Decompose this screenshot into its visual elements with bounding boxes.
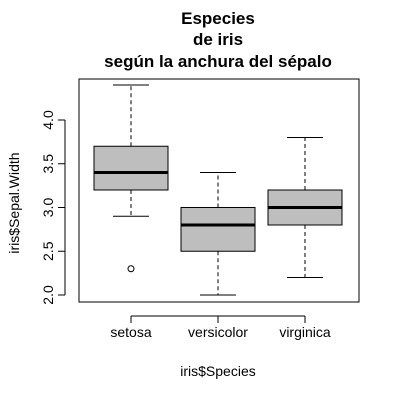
y-tick-label: 3.5 xyxy=(40,154,56,174)
plot-frame xyxy=(78,78,360,303)
box-versicolor xyxy=(180,172,256,296)
box-virginica xyxy=(267,137,343,278)
y-axis-title: iris$Sepal.Width xyxy=(6,152,22,253)
y-axis: 2.0 2.5 3.0 3.5 4.0 xyxy=(40,110,66,305)
y-tick-label: 4.0 xyxy=(40,110,56,130)
y-tick-label: 2.0 xyxy=(40,285,56,305)
chart-title-line-2: de iris xyxy=(193,30,243,49)
outlier-point xyxy=(127,265,135,273)
x-tick-label: virginica xyxy=(279,324,331,340)
box-setosa xyxy=(93,84,169,273)
x-axis-title: iris$Species xyxy=(180,363,255,379)
y-tick-label: 2.5 xyxy=(40,241,56,261)
y-tick-label: 3.0 xyxy=(40,198,56,218)
chart-title-line-3: según la anchura del sépalo xyxy=(104,52,332,71)
chart-title-line-1: Especies xyxy=(181,9,255,28)
x-axis: setosa versicolor virginica xyxy=(110,315,331,340)
x-tick-label: setosa xyxy=(110,324,151,340)
boxes xyxy=(93,84,343,296)
iqr-box xyxy=(93,145,169,191)
iqr-box xyxy=(180,207,256,252)
x-tick-label: versicolor xyxy=(188,324,248,340)
